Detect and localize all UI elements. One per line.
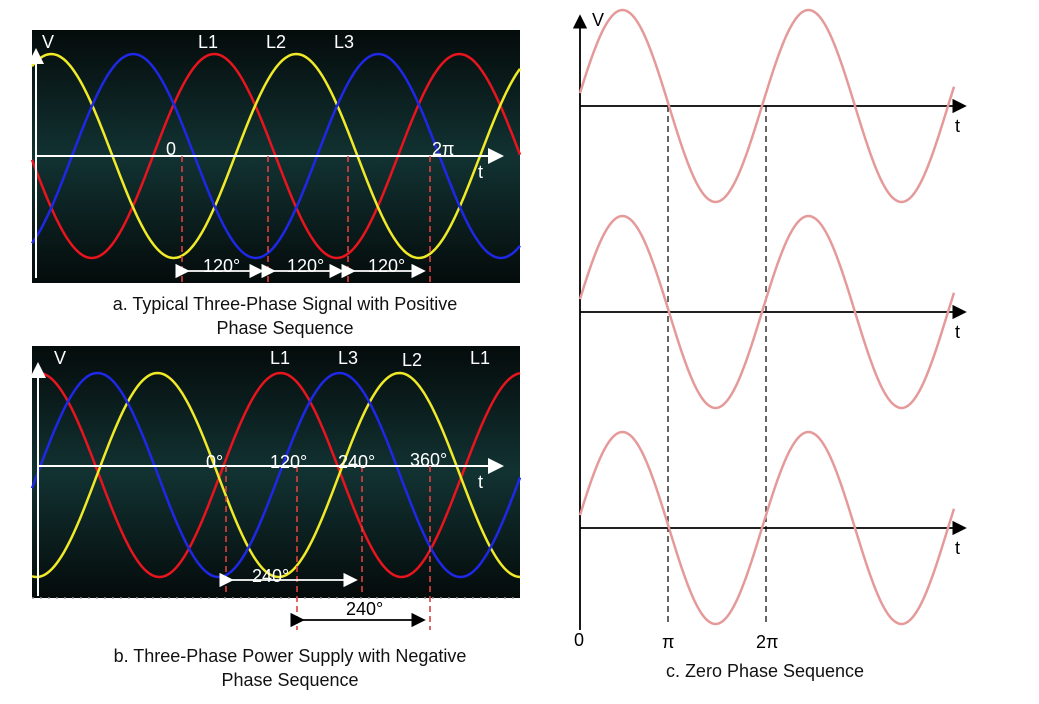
panel-b-phase-label: L1 [270, 348, 290, 368]
panel-b-caption: b. Three-Phase Power Supply with Negativ… [40, 644, 540, 692]
panel-b-background [32, 346, 520, 598]
panel-b-caption-line2: Phase Sequence [221, 670, 359, 690]
panel-a-scope: V t L1 L2 L3 0 2π 120° 120° 120° [28, 30, 522, 283]
panel-a-spacing-label: 120° [203, 256, 240, 276]
panel-a-caption-line2: Phase Sequence [216, 318, 354, 338]
panel-a-caption-line1: a. Typical Three-Phase Signal with Posit… [112, 294, 458, 314]
panel-c-zero-sequence: V t t t 0 π 2π [572, 8, 967, 652]
panel-b-angle-label: 0° [206, 452, 223, 472]
panel-b-angle-label: 240° [338, 452, 375, 472]
panel-a-phase-label: L2 [266, 32, 286, 52]
panel-a-t-label: t [478, 162, 483, 182]
panel-b-wave-l1 [31, 371, 521, 579]
panel-a-caption: a. Typical Three-Phase Signal with Posit… [40, 292, 530, 340]
panel-c-t-label: t [955, 538, 960, 558]
panel-a-wave-l1 [30, 52, 522, 260]
panel-c-x-label: 2π [756, 632, 778, 652]
panel-b-spacing-label: 240° [252, 566, 289, 586]
panel-a-markers [181, 156, 431, 282]
panel-b-phase-label: L2 [402, 350, 422, 370]
panel-b-wave-l3 [30, 371, 522, 579]
panel-c-markers [667, 106, 767, 626]
panel-a-wave-l3 [30, 52, 521, 260]
panel-b-markers [225, 466, 431, 630]
panel-c-wave-3 [578, 430, 956, 626]
panel-a-angle-label: 0 [166, 139, 176, 159]
panel-c-v-label: V [592, 10, 604, 30]
panel-a-angle-label: 2π [432, 139, 454, 159]
panel-b-spacing-arrows [219, 572, 426, 628]
panel-b-v-label: V [54, 348, 66, 368]
panel-a-phase-label: L1 [198, 32, 218, 52]
panel-a-spacing-label: 120° [368, 256, 405, 276]
panel-c-t-label: t [955, 116, 960, 136]
panel-c-x-label: π [662, 632, 674, 652]
panel-b-angle-label: 120° [270, 452, 307, 472]
panel-c-wave-1 [578, 8, 956, 204]
panel-b-phase-label: L1 [470, 348, 490, 368]
panel-c-t-label: t [955, 322, 960, 342]
panel-a-phase-label: L3 [334, 32, 354, 52]
panel-b-phase-label: L3 [338, 348, 358, 368]
panel-a-v-label: V [42, 32, 54, 52]
panel-c-caption: c. Zero Phase Sequence [665, 661, 865, 681]
panel-b-spacing-label: 240° [346, 599, 383, 619]
panel-b-angle-label: 360° [410, 450, 447, 470]
panel-b-scope: V t L1 L3 L2 L1 0° 120° 240° 360° 240° 2… [30, 346, 522, 630]
panel-b-caption-line1: b. Three-Phase Power Supply with Negativ… [113, 646, 467, 666]
panel-a-wave-l2 [31, 52, 522, 260]
panel-a-spacing-label: 120° [287, 256, 324, 276]
panel-b-t-label: t [478, 472, 483, 492]
panel-c-wave-2 [578, 214, 956, 410]
panel-c-x-label: 0 [574, 630, 584, 650]
